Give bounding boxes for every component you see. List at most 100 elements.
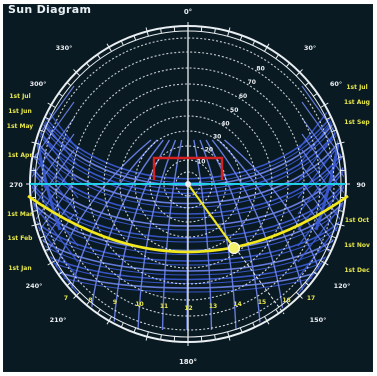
date-label-left: 1st Jul [9,93,30,100]
zenith-dot [185,181,191,187]
azimuth-tick [66,82,72,87]
azimuth-tick [120,40,124,46]
azimuth-tick [73,69,81,77]
azimuth-tick [58,92,63,97]
hour-label: 12 [184,305,192,312]
azimuth-tick [214,334,216,340]
hour-line [211,139,286,331]
label-horizon-right: 90 [356,181,366,189]
altitude-label: 60 [239,93,247,100]
azimuth-tick [32,210,38,212]
azimuth-tick [326,248,332,252]
lattice-left-cross [32,117,75,189]
azimuth-tick [145,331,149,341]
sun-position-marker [228,242,240,254]
azimuth-tick [58,271,63,276]
azimuth-tick [227,27,231,37]
azimuth-tick [252,40,256,46]
azimuth-tick [31,223,41,227]
azimuth-tick [214,28,216,34]
hour-label: 10 [135,301,143,308]
building-outline [152,156,224,180]
current-day-path [27,194,349,254]
azimuth-tick [133,327,137,333]
hour-line [161,139,183,331]
azimuth-tick [295,69,303,77]
lattice-right-cross [301,117,344,189]
date-label-left: 1st Jan [8,265,31,272]
date-label-left: 1st Apr [8,152,33,159]
hour-label: 8 [88,297,92,304]
azimuth-tick [39,129,45,133]
azimuth-tick [227,331,231,341]
azimuth-tick [73,291,81,299]
azimuth-tick [86,300,91,306]
label-south: 180° [179,358,197,366]
azimuth-tick [239,327,243,333]
hour-label: 13 [209,303,217,310]
date-label-left: 1st Feb [8,235,34,242]
azimuth-label-right: 30° [304,44,316,52]
date-label-right: 1st Nov [344,242,370,249]
azimuth-tick [335,223,345,227]
lattice-right [297,159,344,231]
altitude-label: 80 [256,65,264,72]
azimuth-tick [285,62,290,68]
lattice-left [32,159,79,231]
azimuth-tick [313,92,318,97]
azimuth-tick [96,54,101,59]
azimuth-tick [304,82,310,87]
azimuth-tick [106,316,112,325]
azimuth-tick [96,309,101,314]
label-north: 0° [184,8,192,16]
azimuth-label-right: 60° [330,80,342,88]
altitude-label: 50 [230,107,238,114]
hour-label: 7 [64,295,68,302]
azimuth-tick [331,235,337,239]
panel-title: Sun Diagram [8,3,92,16]
azimuth-tick [295,291,303,299]
azimuth-tick [326,116,332,120]
azimuth-tick [285,300,290,306]
azimuth-label-left: 330° [56,44,73,52]
azimuth-tick [264,43,270,52]
azimuth-tick [252,322,256,328]
azimuth-tick [320,260,329,266]
hour-label: 15 [258,299,266,306]
lattice-left-cross [32,133,75,205]
azimuth-tick [313,271,318,276]
date-label-left: 1st May [7,123,34,130]
azimuth-tick [264,316,270,325]
date-label-right: 1st Jul [346,84,367,91]
hour-line [199,139,237,331]
azimuth-tick [120,322,124,328]
azimuth-label-right: 120° [334,282,351,290]
azimuth-tick [160,28,162,34]
azimuth-tick [47,102,56,108]
azimuth-label-left: 300° [30,80,47,88]
azimuth-tick [275,309,280,314]
azimuth-tick [160,334,162,340]
altitude-label: 40 [221,121,229,128]
altitude-label: 70 [248,79,256,86]
azimuth-tick [133,35,137,41]
hour-line [193,139,213,331]
azimuth-tick [338,210,344,212]
azimuth-tick [145,27,149,37]
azimuth-tick [331,129,337,133]
azimuth-tick [86,62,91,68]
lattice-right-cross [301,133,344,205]
hour-line [137,139,177,331]
label-horizon-left: 270 [9,181,23,189]
azimuth-tick [32,156,38,158]
date-label-left: 1st Mar [7,211,33,218]
date-label-right: 1st Dec [344,267,370,274]
date-label-right: 1st Sep [344,119,370,126]
altitude-label: 10 [197,158,205,165]
azimuth-tick [44,116,50,120]
azimuth-label-left: 210° [50,316,67,324]
azimuth-label-right: 150° [310,316,327,324]
hour-label: 17 [307,295,315,302]
